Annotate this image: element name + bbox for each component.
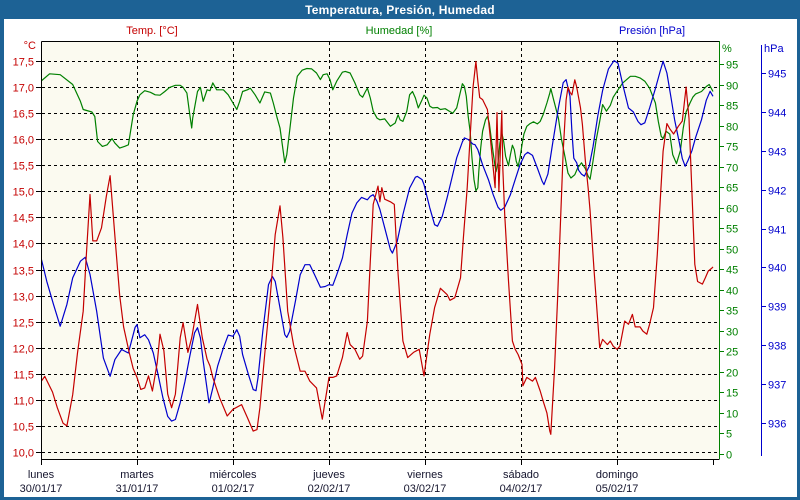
- window-title: Temperatura, Presión, Humedad: [305, 2, 495, 17]
- humidity-tick-label: 25: [726, 347, 738, 359]
- humidity-tick-label: 45: [726, 265, 738, 277]
- temp-tick-label: 10,0: [13, 448, 34, 460]
- temp-axis-unit-label: °C: [23, 40, 36, 52]
- temp-tick-label: 15,5: [13, 161, 34, 173]
- plot-border: [41, 41, 720, 460]
- day-name-label: lunes: [28, 469, 55, 481]
- temp-tick-label: 14,5: [13, 213, 34, 225]
- window-frame-right: [797, 19, 800, 500]
- humidity-tick-label: 15: [726, 388, 738, 400]
- day-date-label: 01/02/17: [212, 483, 255, 495]
- pressure-tick-label: 942: [768, 186, 786, 198]
- temp-tick-label: 14,0: [13, 239, 34, 251]
- pressure-tick-label: 943: [768, 147, 786, 159]
- humidity-tick-label: 10: [726, 409, 738, 421]
- pressure-tick-label: 936: [768, 419, 786, 431]
- humidity-tick-label: 40: [726, 286, 738, 298]
- grid-horizontal: [42, 61, 718, 453]
- temp-tick-label: 11,5: [13, 370, 34, 382]
- humidity-tick-label: 90: [726, 81, 738, 93]
- pressure-tick-label: 940: [768, 263, 786, 275]
- window-frame-bottom: [0, 497, 800, 500]
- day-date-label: 05/02/17: [596, 483, 639, 495]
- day-name-label: sábado: [503, 469, 539, 481]
- legend-temperature-label: Temp. [°C]: [126, 25, 178, 37]
- pressure-tick-label: 941: [768, 225, 786, 237]
- x-axis: lunes 30/01/17 martes 31/01/17 miércoles 01/0…: [20, 459, 714, 495]
- humidity-tick-label: 70: [726, 163, 738, 175]
- temp-tick-label: 13,0: [13, 292, 34, 304]
- pressure-tick-label: 944: [768, 108, 786, 120]
- humidity-axis: 0 5 10 15 20 25 30 35 40 45 50 55 60 65 70 75 80 85 90 95: [719, 41, 738, 462]
- temp-tick-label: 17,0: [13, 83, 34, 95]
- day-date-label: 03/02/17: [404, 483, 447, 495]
- temp-tick-label: 12,0: [13, 344, 34, 356]
- day-name-label: viernes: [407, 469, 443, 481]
- day-date-label: 31/01/17: [116, 483, 159, 495]
- temp-tick-label: 16,0: [13, 135, 34, 147]
- pressure-tick-label: 938: [768, 341, 786, 353]
- temp-tick-label: 17,5: [13, 57, 34, 69]
- humidity-tick-label: 75: [726, 142, 738, 154]
- series-line-temp: [42, 60, 714, 435]
- pressure-tick-label: 937: [768, 380, 786, 392]
- humidity-tick-label: 60: [726, 204, 738, 216]
- temp-tick-label: 10,5: [13, 422, 34, 434]
- series-line-pres: [42, 59, 714, 422]
- humidity-tick-label: 80: [726, 122, 738, 134]
- day-date-label: 02/02/17: [308, 483, 351, 495]
- humidity-tick-label: 20: [726, 368, 738, 380]
- series-line-hum: [42, 67, 714, 192]
- legend-pressure-label: Presión [hPa]: [618, 25, 686, 37]
- day-date-label: 04/02/17: [500, 483, 543, 495]
- temp-axis: 10,0 10,5 11,0 11,5 12,0 12,5 13,0 13,5 14,0 14,5…: [13, 57, 41, 460]
- title-bar: Temperatura, Presión, Humedad: [0, 0, 800, 19]
- day-date-label: 30/01/17: [20, 483, 63, 495]
- temp-tick-label: 16,5: [13, 109, 34, 121]
- temp-tick-label: 13,5: [13, 266, 34, 278]
- humidity-tick-label: 65: [726, 183, 738, 195]
- humidity-tick-label: 95: [726, 60, 738, 72]
- window-frame-left: [0, 19, 4, 500]
- humidity-tick-label: 30: [726, 327, 738, 339]
- humidity-tick-label: 85: [726, 101, 738, 113]
- humidity-tick-label: 50: [726, 245, 738, 257]
- pressure-axis-unit-label: hPa: [764, 43, 784, 55]
- temp-tick-label: 12,5: [13, 318, 34, 330]
- humidity-tick-label: 35: [726, 306, 738, 318]
- pressure-tick-label: 945: [768, 69, 786, 81]
- pressure-axis: 936 937 938 939 940 941 942 943 944 945: [761, 45, 786, 456]
- day-name-label: martes: [120, 469, 154, 481]
- humidity-tick-label: 5: [726, 429, 732, 441]
- humidity-tick-label: 55: [726, 224, 738, 236]
- humidity-axis-unit-label: %: [722, 43, 732, 55]
- legend-humidity-label: Humedad [%]: [365, 25, 433, 37]
- temp-tick-label: 11,0: [13, 396, 34, 408]
- day-name-label: miércoles: [209, 469, 257, 481]
- pressure-tick-label: 939: [768, 302, 786, 314]
- day-name-label: jueves: [312, 469, 345, 481]
- day-name-label: domingo: [596, 469, 638, 481]
- humidity-tick-label: 0: [726, 450, 732, 462]
- temp-tick-label: 15,0: [13, 187, 34, 199]
